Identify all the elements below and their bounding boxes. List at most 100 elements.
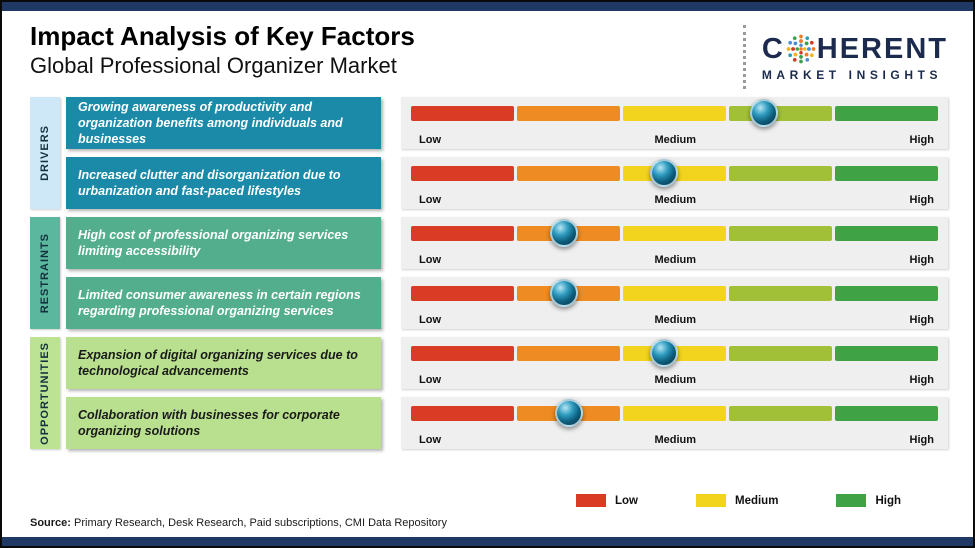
legend-swatch-low: [575, 494, 606, 507]
gauge-scale: Low Medium High: [419, 134, 934, 146]
factor-text-box: High cost of professional organizing ser…: [66, 217, 381, 269]
source-text: Primary Research, Desk Research, Paid su…: [74, 517, 447, 529]
scale-medium-label: Medium: [654, 314, 697, 326]
legend-label: Low: [614, 494, 638, 507]
scale-high-label: High: [909, 434, 934, 446]
gauge-scale: Low Medium High: [419, 374, 934, 386]
impact-marker: [750, 99, 779, 127]
gauge-segment: [623, 406, 726, 421]
impact-marker: [649, 339, 678, 367]
scale-medium-label: Medium: [654, 254, 697, 266]
factor-text-box: Collaboration with businesses for corpor…: [66, 397, 381, 449]
impact-gauge: Low Medium High: [401, 97, 948, 149]
gauge-segment: [835, 406, 938, 421]
title-block: Impact Analysis of Key Factors Global Pr…: [30, 21, 415, 80]
gauge-segment: [517, 106, 620, 121]
factor-text-box: Expansion of digital organizing services…: [66, 337, 381, 389]
gauge-segment: [729, 406, 832, 421]
logo-tagline: MARKET INSIGHTS: [761, 67, 943, 82]
factor-row: Collaboration with businesses for corpor…: [66, 397, 948, 449]
header: Impact Analysis of Key Factors Global Pr…: [2, 11, 973, 93]
scale-low-label: Low: [419, 254, 441, 266]
group-label-text: OPPORTUNITIES: [39, 341, 51, 445]
legend-item-low: Low: [575, 494, 638, 507]
group-label-drivers: DRIVERS: [30, 97, 60, 209]
group-label-restraints: RESTRAINTS: [30, 217, 60, 329]
scale-high-label: High: [909, 374, 934, 386]
impact-gauge: Low Medium High: [401, 217, 948, 269]
factor-row: Limited consumer awareness in certain re…: [66, 277, 948, 329]
gauge-scale: Low Medium High: [419, 434, 934, 446]
factor-row: Growing awareness of productivity and or…: [66, 97, 948, 149]
gauge-segment: [517, 166, 620, 181]
source-prefix: Source:: [30, 517, 71, 529]
group-label-text: DRIVERS: [39, 125, 51, 181]
factor-row: High cost of professional organizing ser…: [66, 217, 948, 269]
source-note: Source: Primary Research, Desk Research,…: [2, 517, 973, 537]
factor-label: Increased clutter and disorganization du…: [78, 168, 341, 198]
group-label-text: RESTRAINTS: [39, 232, 51, 314]
factor-label: Growing awareness of productivity and or…: [78, 100, 343, 146]
gauge-segment: [623, 106, 726, 121]
impact-gauge: Low Medium High: [401, 397, 948, 449]
gauge-bar: [411, 339, 938, 367]
factor-text-box: Limited consumer awareness in certain re…: [66, 277, 381, 329]
scale-low-label: Low: [419, 134, 441, 146]
impact-marker: [549, 279, 578, 307]
legend-swatch-medium: [695, 494, 726, 507]
impact-analysis-grid: DRIVERS Growing awareness of productivit…: [2, 93, 973, 449]
gauge-segment: [411, 106, 514, 121]
factor-row: Expansion of digital organizing services…: [66, 337, 948, 389]
gauge-bar: [411, 279, 938, 307]
gauge-segment: [517, 346, 620, 361]
impact-marker: [649, 159, 678, 187]
gauge-segment: [411, 166, 514, 181]
scale-medium-label: Medium: [654, 374, 697, 386]
gauge-segment: [729, 166, 832, 181]
legend-item-high: High: [836, 494, 901, 507]
factor-row: Increased clutter and disorganization du…: [66, 157, 948, 209]
legend: Low Medium High: [2, 488, 973, 517]
gauge-segment: [835, 286, 938, 301]
gauge-scale: Low Medium High: [419, 254, 934, 266]
gauge-segment: [835, 106, 938, 121]
scale-high-label: High: [909, 194, 934, 206]
gauge-segment: [835, 346, 938, 361]
gauge-segment: [729, 226, 832, 241]
factor-label: Expansion of digital organizing services…: [78, 348, 358, 378]
factor-label: High cost of professional organizing ser…: [78, 228, 349, 258]
gauge-segment: [411, 406, 514, 421]
bottom-accent-strip: [2, 537, 973, 546]
impact-gauge: Low Medium High: [401, 337, 948, 389]
footer: Low Medium High Source: Primary Research…: [2, 488, 973, 546]
page-subtitle: Global Professional Organizer Market: [30, 53, 397, 79]
gauge-segment: [623, 226, 726, 241]
scale-low-label: Low: [419, 434, 441, 446]
group-drivers: DRIVERS Growing awareness of productivit…: [30, 97, 948, 209]
factor-text-box: Increased clutter and disorganization du…: [66, 157, 381, 209]
gauge-segment: [729, 346, 832, 361]
legend-swatch-high: [836, 494, 867, 507]
logo-letter-c: C: [761, 32, 785, 65]
scale-medium-label: Medium: [654, 434, 697, 446]
gauge-segment: [835, 166, 938, 181]
gauge-bar: [411, 219, 938, 247]
coherent-logo-globe-icon: [786, 34, 816, 64]
factor-text-box: Growing awareness of productivity and or…: [66, 97, 381, 149]
gauge-segment: [411, 226, 514, 241]
gauge-bar: [411, 159, 938, 187]
group-restraints: RESTRAINTS High cost of professional org…: [30, 217, 948, 329]
gauge-bar: [411, 99, 938, 127]
scale-high-label: High: [909, 314, 934, 326]
gauge-segment: [623, 286, 726, 301]
gauge-segment: [411, 346, 514, 361]
gauge-segment: [729, 106, 832, 121]
factor-label: Limited consumer awareness in certain re…: [78, 288, 361, 318]
gauge-scale: Low Medium High: [419, 194, 934, 206]
scale-medium-label: Medium: [654, 134, 697, 146]
group-label-opportunities: OPPORTUNITIES: [30, 337, 60, 449]
coherent-logo: C HERENT: [762, 33, 948, 82]
logo-wordmark: C HERENT: [762, 33, 948, 66]
brand-logo: C HERENT: [742, 25, 948, 89]
logo-divider: [742, 25, 746, 89]
